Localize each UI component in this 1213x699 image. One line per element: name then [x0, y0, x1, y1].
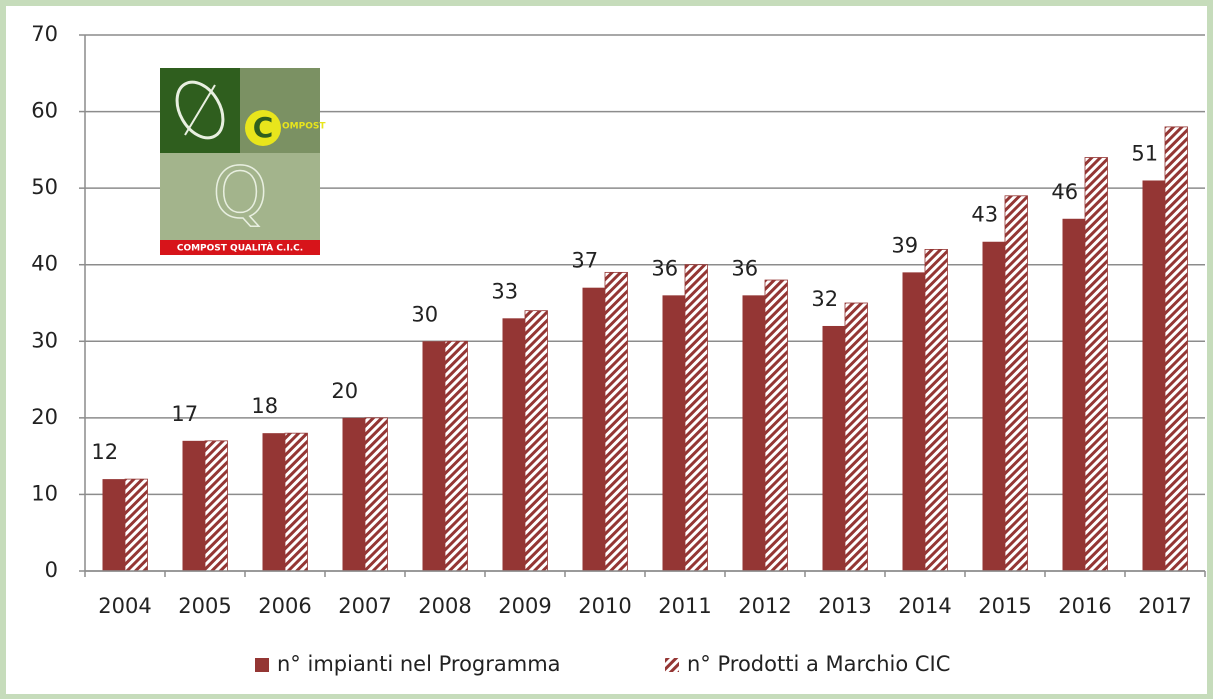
y-tick-label: 50	[31, 175, 58, 199]
plot: 0 10 20 30 40 50 60 70 2004 12 2005 17 2006 18 2007 20 2…	[31, 22, 1206, 676]
y-tick-label: 70	[31, 22, 58, 46]
x-tick-label: 2009	[498, 594, 551, 618]
logo-q-box	[160, 153, 320, 240]
bar	[342, 417, 365, 571]
data-label: 12	[91, 440, 118, 464]
bar	[102, 479, 125, 571]
y-tick-label: 40	[31, 252, 58, 276]
logo-initial: C	[253, 111, 274, 144]
x-tick-label: 2014	[898, 594, 951, 618]
bar	[902, 272, 925, 571]
data-label: 37	[571, 249, 598, 273]
x-tick-label: 2006	[258, 594, 311, 618]
x-tick-label: 2017	[1138, 594, 1191, 618]
bar	[662, 295, 685, 571]
bar	[764, 279, 788, 572]
data-label: 32	[811, 287, 838, 311]
bar	[124, 478, 148, 572]
data-label: 51	[1131, 141, 1158, 165]
legend-swatch	[255, 658, 269, 672]
y-tick-label: 60	[31, 99, 58, 123]
logo-letter: Q	[212, 152, 267, 234]
x-tick-label: 2005	[178, 594, 231, 618]
legend-swatch	[665, 658, 679, 672]
bar	[262, 433, 285, 571]
legend-label: n° Prodotti a Marchio CIC	[687, 652, 950, 676]
data-label: 33	[491, 279, 518, 303]
bar	[204, 440, 228, 572]
x-tick-label: 2007	[338, 594, 391, 618]
x-tick-label: 2008	[418, 594, 471, 618]
y-tick-label: 30	[31, 328, 58, 352]
data-label: 17	[171, 402, 198, 426]
bar	[1164, 126, 1188, 572]
bar	[742, 295, 765, 571]
data-label: 46	[1051, 180, 1078, 204]
bar	[182, 440, 205, 571]
logo-caption: COMPOST QUALITÀ C.I.C.	[177, 242, 303, 254]
logo-leaf-vein	[184, 84, 216, 136]
bar	[982, 241, 1005, 571]
bar	[1142, 180, 1165, 571]
data-label: 43	[971, 203, 998, 227]
x-tick-label: 2015	[978, 594, 1031, 618]
data-label: 30	[411, 302, 438, 326]
logo-word: OMPOST	[282, 122, 326, 132]
x-tick-label: 2011	[658, 594, 711, 618]
logo-caption-bg	[160, 240, 320, 255]
data-label: 39	[891, 233, 918, 257]
x-tick-label: 2016	[1058, 594, 1111, 618]
bar	[1004, 195, 1028, 572]
x-tick-label: 2010	[578, 594, 631, 618]
y-tick-label: 20	[31, 405, 58, 429]
bar	[444, 340, 468, 572]
bar	[844, 302, 868, 572]
logo: C OMPOST Q COMPOST QUALITÀ C.I.C.	[160, 68, 326, 255]
x-tick-label: 2012	[738, 594, 791, 618]
x-tick-label: 2013	[818, 594, 871, 618]
data-label: 20	[331, 379, 358, 403]
bar	[524, 310, 548, 572]
bar	[364, 417, 388, 572]
y-tick-label: 0	[45, 558, 58, 582]
data-label: 36	[731, 256, 758, 280]
x-tick-label: 2004	[98, 594, 151, 618]
bar	[284, 432, 308, 572]
bar	[1084, 157, 1108, 572]
legend-label: n° impianti nel Programma	[277, 652, 561, 676]
bar	[924, 248, 948, 572]
data-label: 36	[651, 256, 678, 280]
bar	[502, 318, 525, 571]
bar	[604, 271, 628, 572]
bar	[582, 287, 605, 571]
logo-leaf	[175, 80, 225, 140]
data-label: 18	[251, 394, 278, 418]
bar	[1062, 218, 1085, 571]
logo-c-circle	[245, 110, 281, 146]
y-tick-label: 10	[31, 481, 58, 505]
bar	[422, 341, 445, 571]
bar	[822, 325, 845, 571]
bar	[684, 264, 708, 572]
